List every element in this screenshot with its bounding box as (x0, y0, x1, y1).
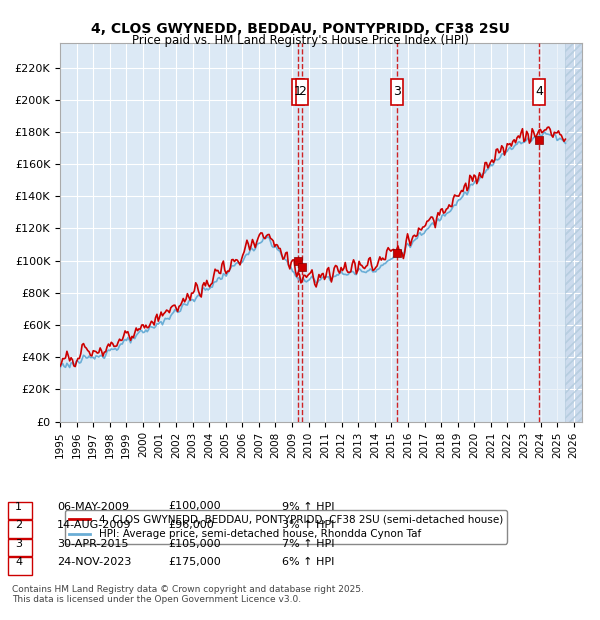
Text: 30-APR-2015: 30-APR-2015 (57, 539, 128, 549)
FancyBboxPatch shape (391, 79, 403, 105)
Text: 6% ↑ HPI: 6% ↑ HPI (282, 557, 334, 567)
Text: £100,000: £100,000 (168, 502, 221, 512)
FancyBboxPatch shape (533, 79, 545, 105)
HPI: Average price, semi-detached house, Rhondda Cynon Taf: (2.01e+03, 9.01e+04): Average price, semi-detached house, Rhon… (329, 273, 337, 280)
Text: 3% ↑ HPI: 3% ↑ HPI (282, 520, 334, 530)
4, CLOS GWYNEDD, BEDDAU, PONTYPRIDD, CF38 2SU (semi-detached house) (404, 230, 411, 237)
HPI: Average price, semi-detached house, Rhondda Cynon Taf: (2.02e+03, 1.22e+05): Average price, semi-detached house, Rhon… (430, 221, 437, 228)
HPI: Average price, semi-detached house, Rhondda Cynon Taf: (2.03e+03, 1.73e+05): Average price, semi-detached house, Rhon… (562, 140, 569, 147)
Text: 24-NOV-2023: 24-NOV-2023 (57, 557, 131, 567)
4, CLOS GWYNEDD, BEDDAU, PONTYPRIDD, CF38 2SU (semi-detached house) (107, 339, 115, 346)
HPI: Average price, semi-detached house, Rhondda Cynon Taf: (2.02e+03, 1.1e+05): Average price, semi-detached house, Rhon… (403, 242, 410, 249)
Text: Price paid vs. HM Land Registry's House Price Index (HPI): Price paid vs. HM Land Registry's House … (131, 34, 469, 47)
Text: 4: 4 (535, 85, 543, 98)
Text: 2: 2 (298, 85, 306, 98)
4, CLOS GWYNEDD, BEDDAU, PONTYPRIDD, CF38 2SU (semi-detached house) (143, 324, 151, 332)
Text: Contains HM Land Registry data © Crown copyright and database right 2025.
This d: Contains HM Land Registry data © Crown c… (12, 585, 364, 604)
Line: HPI: Average price, semi-detached house, Rhondda Cynon Taf: HPI: Average price, semi-detached house,… (60, 132, 565, 368)
Line: 4, CLOS GWYNEDD, BEDDAU, PONTYPRIDD, CF38 2SU (semi-detached house): 4, CLOS GWYNEDD, BEDDAU, PONTYPRIDD, CF3… (60, 127, 565, 366)
Bar (539, 43, 565, 422)
Text: 14-AUG-2009: 14-AUG-2009 (57, 520, 131, 530)
HPI: Average price, semi-detached house, Rhondda Cynon Taf: (2e+03, 4.41e+04): Average price, semi-detached house, Rhon… (106, 347, 113, 354)
Text: 3: 3 (393, 85, 401, 98)
FancyBboxPatch shape (292, 79, 304, 105)
4, CLOS GWYNEDD, BEDDAU, PONTYPRIDD, CF38 2SU (semi-detached house) (331, 265, 338, 272)
HPI: Average price, semi-detached house, Rhondda Cynon Taf: (2e+03, 6.23e+04): Average price, semi-detached house, Rhon… (160, 317, 167, 325)
Bar (565, 43, 582, 422)
FancyBboxPatch shape (296, 79, 308, 105)
4, CLOS GWYNEDD, BEDDAU, PONTYPRIDD, CF38 2SU (semi-detached house) (562, 136, 569, 143)
Bar (565, 43, 582, 422)
Text: 3: 3 (15, 539, 22, 549)
Legend: 4, CLOS GWYNEDD, BEDDAU, PONTYPRIDD, CF38 2SU (semi-detached house), HPI: Averag: 4, CLOS GWYNEDD, BEDDAU, PONTYPRIDD, CF3… (65, 510, 507, 544)
Text: 9% ↑ HPI: 9% ↑ HPI (282, 502, 335, 512)
Text: 1: 1 (294, 85, 302, 98)
4, CLOS GWYNEDD, BEDDAU, PONTYPRIDD, CF38 2SU (semi-detached house) (56, 363, 64, 370)
Text: 7% ↑ HPI: 7% ↑ HPI (282, 539, 335, 549)
HPI: Average price, semi-detached house, Rhondda Cynon Taf: (2.02e+03, 1.8e+05): Average price, semi-detached house, Rhon… (541, 128, 548, 136)
HPI: Average price, semi-detached house, Rhondda Cynon Taf: (2e+03, 5.69e+04): Average price, semi-detached house, Rhon… (142, 326, 149, 334)
Text: 1: 1 (15, 502, 22, 512)
Text: £105,000: £105,000 (168, 539, 221, 549)
Text: 2: 2 (15, 520, 22, 530)
Text: 06-MAY-2009: 06-MAY-2009 (57, 502, 129, 512)
Text: 4, CLOS GWYNEDD, BEDDAU, PONTYPRIDD, CF38 2SU: 4, CLOS GWYNEDD, BEDDAU, PONTYPRIDD, CF3… (91, 22, 509, 36)
4, CLOS GWYNEDD, BEDDAU, PONTYPRIDD, CF38 2SU (semi-detached house) (71, 363, 79, 370)
Text: 4: 4 (15, 557, 22, 567)
4, CLOS GWYNEDD, BEDDAU, PONTYPRIDD, CF38 2SU (semi-detached house) (545, 123, 553, 131)
4, CLOS GWYNEDD, BEDDAU, PONTYPRIDD, CF38 2SU (semi-detached house) (161, 309, 169, 316)
Text: £96,000: £96,000 (168, 520, 214, 530)
4, CLOS GWYNEDD, BEDDAU, PONTYPRIDD, CF38 2SU (semi-detached house) (431, 224, 439, 231)
Text: £175,000: £175,000 (168, 557, 221, 567)
HPI: Average price, semi-detached house, Rhondda Cynon Taf: (2e+03, 3.34e+04): Average price, semi-detached house, Rhon… (56, 364, 64, 371)
